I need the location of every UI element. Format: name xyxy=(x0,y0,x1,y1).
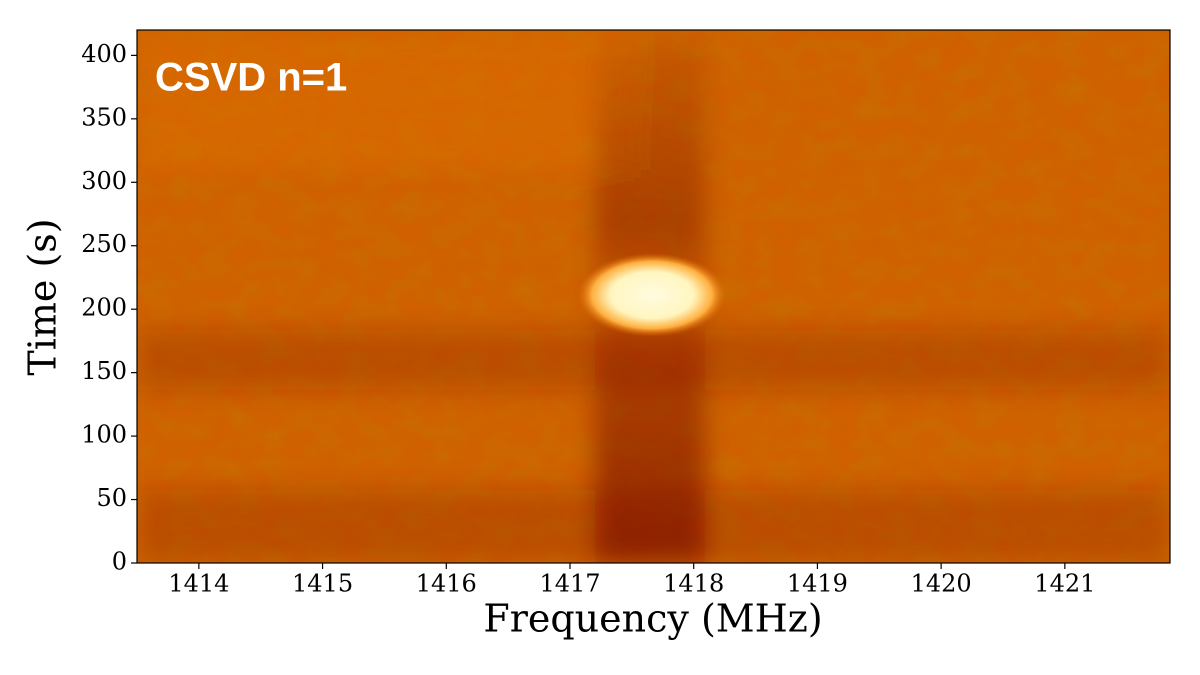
x-tick-label: 1421 xyxy=(1034,570,1095,598)
x-tick-label: 1416 xyxy=(416,570,477,598)
annotation: CSVD n=1 xyxy=(155,56,347,100)
y-tick-label: 350 xyxy=(81,103,127,131)
x-tick-label: 1420 xyxy=(911,570,972,598)
x-tick-label: 1414 xyxy=(168,570,229,598)
y-axis-label: Time (s) xyxy=(21,218,65,375)
heatmap-image xyxy=(137,30,1170,563)
y-tick-label: 150 xyxy=(81,357,127,385)
plot-frame xyxy=(136,29,1171,564)
y-tick-label: 250 xyxy=(81,230,127,258)
y-tick-label: 50 xyxy=(96,484,127,512)
y-tick-label: 300 xyxy=(81,167,127,195)
x-tick-label: 1415 xyxy=(292,570,353,598)
y-tick-label: 400 xyxy=(81,40,127,68)
x-tick-label: 1418 xyxy=(663,570,724,598)
y-tick-label: 200 xyxy=(81,294,127,322)
y-tick-label: 0 xyxy=(112,548,127,576)
x-tick-label: 1417 xyxy=(539,570,600,598)
x-tick-label: 1419 xyxy=(787,570,848,598)
y-tick-label: 100 xyxy=(81,421,127,449)
x-axis-label: Frequency (MHz) xyxy=(483,597,822,641)
